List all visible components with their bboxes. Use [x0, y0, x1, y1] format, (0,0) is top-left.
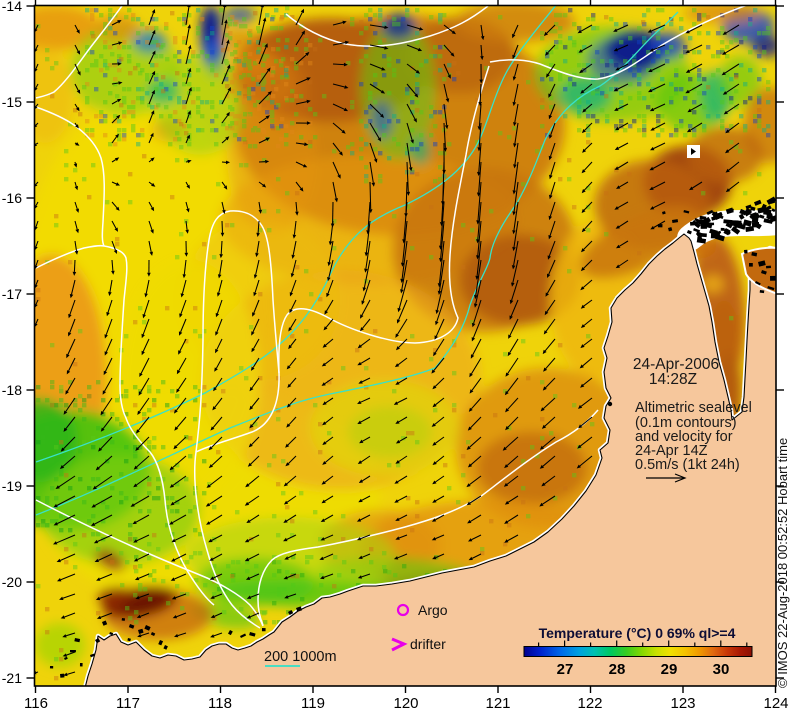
svg-text:123: 123	[670, 695, 695, 710]
svg-text:-18: -18	[2, 382, 22, 398]
svg-text:© IMOS 22-Aug-2018 00:52:52 Ho: © IMOS 22-Aug-2018 00:52:52 Hobart time	[775, 438, 790, 688]
svg-text:-15: -15	[2, 94, 22, 110]
svg-text:117: 117	[116, 695, 140, 710]
svg-text:-16: -16	[2, 190, 22, 206]
svg-text:-19: -19	[2, 478, 22, 494]
svg-text:drifter: drifter	[410, 636, 446, 652]
svg-text:-14: -14	[2, 0, 22, 14]
svg-text:30: 30	[713, 661, 730, 678]
svg-text:14:28Z: 14:28Z	[649, 371, 697, 388]
svg-text:121: 121	[485, 695, 510, 710]
svg-text:-21: -21	[2, 670, 22, 686]
svg-text:24-Apr-2006: 24-Apr-2006	[633, 356, 719, 373]
svg-text:-17: -17	[2, 286, 22, 302]
svg-text:and velocity for: and velocity for	[635, 429, 733, 445]
svg-text:24-Apr 14Z: 24-Apr 14Z	[635, 443, 708, 459]
svg-text:-20: -20	[2, 574, 22, 590]
svg-text:122: 122	[577, 695, 602, 710]
svg-text:28: 28	[609, 661, 626, 678]
svg-text:200 1000m: 200 1000m	[264, 649, 337, 665]
svg-text:Temperature (°C) 0 69% ql>=4: Temperature (°C) 0 69% ql>=4	[539, 625, 736, 641]
svg-text:27: 27	[557, 661, 574, 678]
svg-text:124: 124	[763, 695, 788, 710]
svg-text:119: 119	[301, 695, 325, 710]
svg-text:Altimetric sealevel: Altimetric sealevel	[635, 400, 752, 416]
svg-text:0.5m/s (1kt 24h): 0.5m/s (1kt 24h)	[635, 457, 740, 473]
svg-text:120: 120	[393, 695, 418, 710]
svg-text:Argo: Argo	[418, 602, 448, 618]
svg-text:29: 29	[661, 661, 678, 678]
svg-text:(0.1m contours): (0.1m contours)	[635, 415, 737, 431]
svg-text:116: 116	[24, 695, 48, 710]
svg-text:118: 118	[208, 695, 232, 710]
